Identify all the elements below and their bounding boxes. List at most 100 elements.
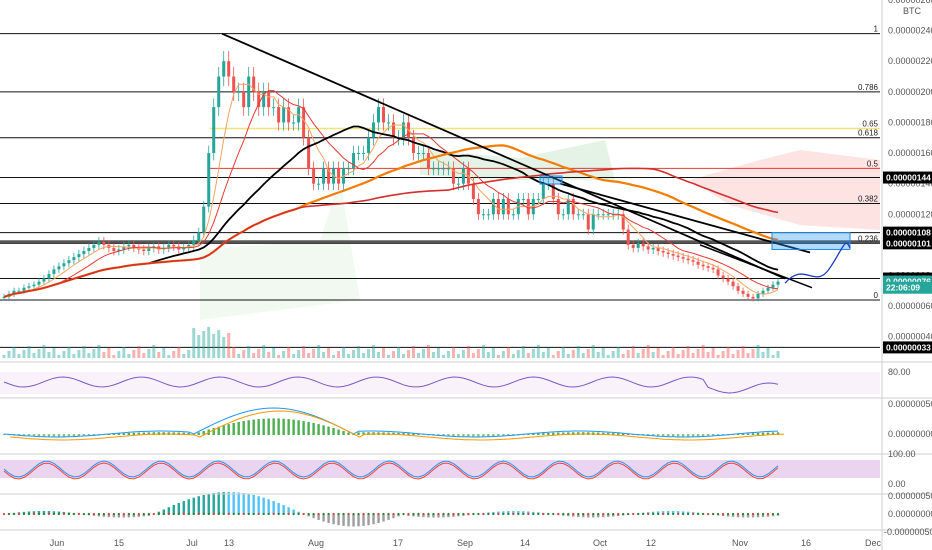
volume-bar: [766, 348, 770, 358]
oscillator-bar: [412, 514, 415, 517]
macd-histogram-bar: [552, 432, 555, 435]
oscillator-dot: [72, 512, 76, 516]
candle-body: [431, 168, 435, 170]
volume-bar: [252, 353, 256, 358]
candle-body: [97, 241, 101, 245]
oscillator-dot: [227, 512, 230, 516]
oscillator-bar: [577, 514, 580, 518]
volume-bar: [242, 350, 246, 358]
oscillator-dot: [157, 512, 160, 516]
oscillator-dot: [127, 512, 130, 516]
oscillator-dot: [507, 512, 510, 516]
volume-bar: [726, 347, 730, 358]
oscillator-bar: [42, 511, 46, 515]
oscillator-bar: [287, 507, 290, 515]
macd-histogram-bar: [776, 432, 780, 435]
volume-bar: [456, 354, 460, 358]
volume-bar: [277, 355, 281, 358]
oscillator-bar: [257, 496, 260, 515]
oscillator-bar: [312, 514, 315, 519]
candle-body: [252, 76, 256, 92]
indicator-panes: [0, 372, 880, 527]
rsi-line: [3, 376, 779, 394]
cloud-red: [690, 150, 880, 230]
candle-body: [12, 290, 16, 294]
candle-body: [461, 168, 465, 184]
candle-body: [751, 296, 755, 299]
candle-body: [352, 153, 356, 169]
volume-bar: [307, 353, 311, 358]
oscillator-dot: [152, 512, 155, 516]
oscillator-bar: [267, 499, 270, 515]
volume-bar: [232, 347, 236, 358]
oscillator-dot: [217, 512, 220, 516]
oscillator-bar: [592, 514, 595, 518]
oscillator-dot: [357, 512, 360, 516]
volume-bar: [162, 348, 166, 358]
price-badge-label: 0.00000033: [886, 342, 931, 352]
candle-body: [102, 241, 106, 245]
macd-histogram-bar: [222, 425, 225, 435]
candle-body: [77, 254, 81, 258]
candle-body: [716, 269, 720, 276]
candle-body: [57, 266, 61, 270]
macd-histogram-bar: [736, 433, 740, 435]
candle-body: [272, 107, 276, 109]
oscillator-dot: [412, 512, 415, 516]
volume-bar: [776, 351, 780, 358]
oscillator-bar: [347, 514, 350, 527]
candle-body: [561, 214, 565, 216]
candle-body: [2, 296, 6, 298]
volume-bar: [391, 351, 395, 358]
candle-body: [127, 244, 131, 247]
volume-bar: [406, 350, 410, 358]
candle-body: [172, 244, 176, 247]
volume-bar: [302, 346, 306, 358]
oscillator-bar: [736, 514, 740, 518]
volume-bar: [102, 352, 106, 358]
macd-histogram-bar: [602, 432, 605, 435]
x-tick-label: 12: [646, 538, 656, 548]
volume-bar: [656, 348, 660, 358]
candle-body: [641, 243, 645, 247]
oscillator-bar: [202, 494, 205, 515]
oscillator-bar: [112, 514, 116, 518]
oscillator-dot: [442, 512, 445, 516]
y-tick-label: 0.00000040: [888, 332, 932, 342]
macd-histogram-bar: [572, 432, 575, 435]
fib-level-label: 1: [874, 25, 879, 34]
oscillator-dot: [527, 512, 530, 516]
candle-body: [656, 247, 660, 251]
oscillator-dot: [372, 512, 375, 516]
candle-body: [551, 183, 555, 199]
price-badge: [883, 341, 932, 354]
oscillator-dot: [497, 512, 500, 516]
oscillator-dot: [417, 512, 420, 516]
oscillator-bar: [167, 507, 170, 515]
macd-histogram-bar: [532, 433, 535, 435]
volume-bar: [596, 352, 600, 358]
volume-bar: [362, 353, 366, 358]
volume-bar: [591, 345, 595, 358]
oscillator-bar: [227, 492, 230, 515]
y-tick-label: 0.00000200: [888, 87, 932, 97]
price-pane[interactable]: 1 0.786 0.650.618 0.5 0.382 0.236 0: [0, 25, 880, 358]
candle-body: [182, 247, 186, 250]
oscillator-dot: [252, 512, 255, 516]
oscillator-dot: [472, 512, 475, 516]
oscillator-dot: [711, 512, 715, 516]
oscillator-bar: [726, 514, 730, 517]
macd-histogram-bar: [307, 421, 310, 435]
oscillator-bar: [607, 514, 610, 517]
macd-histogram-bar: [212, 428, 215, 435]
fib-level-label: 0.786: [858, 83, 879, 92]
oscillator-dot: [517, 512, 520, 516]
oscillator-dot: [657, 512, 660, 516]
volume-bar: [72, 354, 76, 358]
volume-bar: [377, 352, 381, 358]
oscillator-bar: [417, 514, 420, 517]
oscillator-dot: [462, 512, 465, 516]
candle-body: [72, 257, 76, 261]
y-tick-label: 0.00000240: [888, 26, 932, 36]
